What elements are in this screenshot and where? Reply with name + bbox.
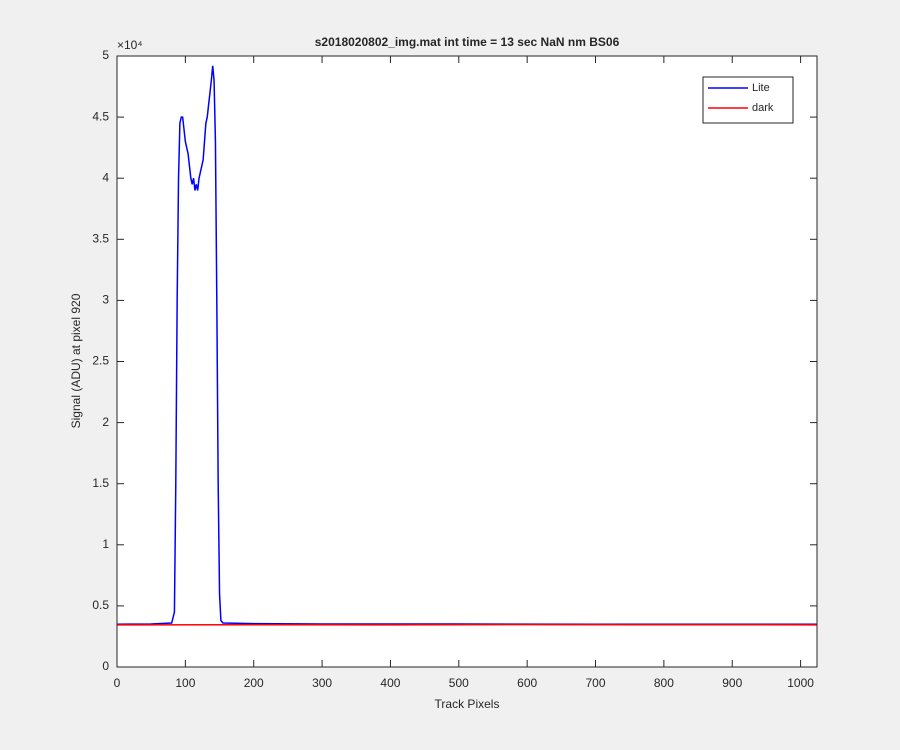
x-tick-label: 900 xyxy=(722,676,742,690)
y-tick-label: 2 xyxy=(102,415,109,429)
y-tick-label: 3 xyxy=(102,293,109,307)
x-tick-label: 200 xyxy=(244,676,264,690)
x-tick-label: 0 xyxy=(114,676,121,690)
y-tick-label: 4 xyxy=(102,170,109,184)
y-tick-label: 0.5 xyxy=(92,598,109,612)
y-tick-label: 4.5 xyxy=(92,109,109,123)
x-tick-label: 800 xyxy=(654,676,674,690)
x-tick-label: 300 xyxy=(312,676,332,690)
y-axis-label: Signal (ADU) at pixel 920 xyxy=(69,293,83,428)
plot-content xyxy=(116,65,818,626)
y-tick-label: 2.5 xyxy=(92,354,109,368)
x-tick-label: 700 xyxy=(586,676,606,690)
y-axis-exponent: ×10⁴ xyxy=(117,38,143,52)
legend-label: Lite xyxy=(752,82,770,94)
y-tick-label: 1.5 xyxy=(92,476,109,490)
y-tick-label: 5 xyxy=(102,48,109,62)
plot-area xyxy=(117,56,817,667)
x-tick-label: 400 xyxy=(380,676,400,690)
chart-title: s2018020802_img.mat int time = 13 sec Na… xyxy=(315,35,620,49)
x-tick-label: 100 xyxy=(175,676,195,690)
y-tick-label: 0 xyxy=(102,659,109,673)
legend-label: dark xyxy=(752,102,774,114)
x-axis-label: Track Pixels xyxy=(435,697,500,711)
legend-box xyxy=(702,76,794,124)
x-tick-label: 500 xyxy=(449,676,469,690)
x-tick-label: 600 xyxy=(517,676,537,690)
y-tick-label: 1 xyxy=(102,537,109,551)
x-tick-label: 1000 xyxy=(787,676,814,690)
y-tick-label: 3.5 xyxy=(92,231,109,245)
series-line xyxy=(116,65,817,625)
